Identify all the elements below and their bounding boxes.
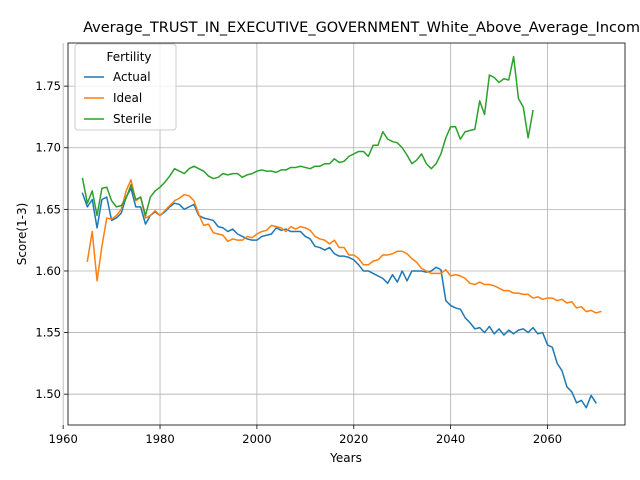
plot-frame [67, 42, 626, 426]
y-tick-label: 1.55 [35, 326, 61, 340]
y-tick-label: 1.70 [35, 141, 61, 155]
legend-title: Fertility [106, 50, 151, 64]
x-tick-label: 1960 [49, 432, 78, 446]
legend: Fertility Actual Ideal Sterile [74, 43, 177, 131]
y-tick-label: 1.50 [35, 387, 61, 401]
x-tick-label: 1980 [145, 432, 174, 446]
x-tick-label: 2020 [339, 432, 368, 446]
x-axis-label: Years [329, 451, 362, 465]
series-line-sterile [81, 55, 534, 217]
x-tick-label: 2060 [533, 432, 562, 446]
chart-title: Average_TRUST_IN_EXECUTIVE_GOVERNMENT_Wh… [83, 20, 640, 36]
legend-label-sterile: Sterile [113, 112, 152, 126]
series-line-actual [81, 187, 597, 409]
x-tick-label: 2000 [242, 432, 271, 446]
x-axis-ticks: 1960 1980 2000 2020 2040 2060 [49, 425, 562, 446]
legend-label-ideal: Ideal [113, 91, 142, 105]
y-axis-label: Score(1-3) [15, 203, 29, 266]
series-lines [81, 55, 602, 409]
y-tick-label: 1.60 [35, 264, 61, 278]
y-axis-ticks: 1.50 1.55 1.60 1.65 1.70 1.75 [35, 79, 68, 401]
legend-label-actual: Actual [113, 70, 151, 84]
series-line-ideal [86, 179, 602, 314]
y-tick-label: 1.75 [35, 79, 61, 93]
legend-box [74, 43, 177, 131]
y-tick-label: 1.65 [35, 202, 61, 216]
x-tick-label: 2040 [436, 432, 465, 446]
